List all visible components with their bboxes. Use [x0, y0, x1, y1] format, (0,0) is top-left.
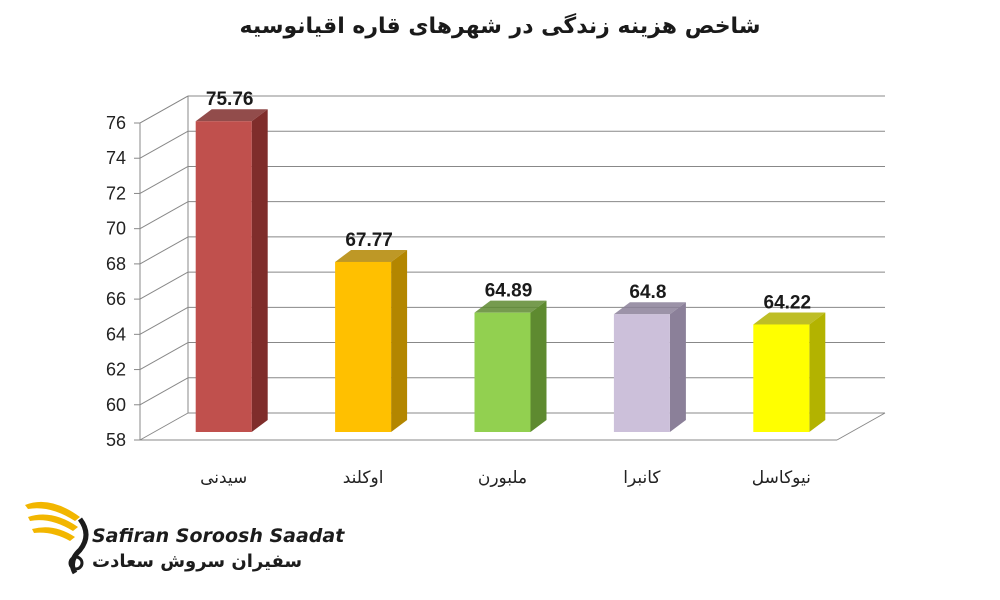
bar-top: [195, 109, 268, 122]
y-tick-label: 76: [106, 113, 126, 133]
gridline-side: [139, 306, 189, 335]
bar-top: [335, 249, 408, 262]
bar-side: [669, 302, 686, 432]
gridline-side: [139, 95, 189, 124]
floor-right-edge: [836, 412, 886, 441]
gridline-side: [139, 271, 189, 300]
bar-top: [613, 302, 686, 315]
phoenix-logo-icon: [25, 501, 89, 575]
gridline-side: [139, 342, 189, 370]
y-tick-label: 60: [106, 395, 126, 415]
bar-side: [391, 249, 408, 432]
bar-top: [474, 300, 547, 313]
value-labels: 75.76 67.77 64.89 64.8 64.22: [206, 89, 811, 313]
logo-text-en: Safiran Soroosh Saadat: [92, 525, 345, 547]
bar: [474, 300, 547, 432]
bar-front: [753, 324, 810, 432]
category-labels: سیدنی اوکلند ملبورن کانبرا نیوکاسل: [200, 468, 811, 488]
bar: [195, 109, 268, 432]
category-label: سیدنی: [200, 468, 247, 488]
y-tick-label: 70: [106, 219, 126, 239]
logo-text-fa: سفیران سروش سعادت: [92, 551, 303, 572]
gridline-side: [139, 201, 189, 230]
company-logo: Safiran Soroosh Saadat سفیران سروش سعادت: [20, 495, 344, 585]
y-tick-label: 72: [106, 183, 126, 203]
bar: [753, 312, 826, 432]
y-axis-ticks: 58 60 62 64 66 68 70 72 74 76: [106, 113, 126, 450]
gridline-side: [139, 236, 189, 265]
data-label: 64.89: [485, 281, 533, 302]
bar-side: [530, 300, 547, 432]
chart-bars: [195, 109, 826, 432]
bar: [613, 302, 686, 432]
bar-front: [613, 314, 670, 432]
bar: [335, 249, 408, 432]
data-label: 64.22: [764, 292, 812, 313]
y-tick-label: 66: [106, 289, 126, 309]
category-label: کانبرا: [623, 468, 661, 488]
y-tick-label: 64: [106, 324, 126, 344]
gridline-side: [139, 377, 189, 406]
y-tick-label: 74: [106, 148, 126, 168]
category-label: ملبورن: [478, 468, 527, 488]
bar-front: [195, 121, 252, 432]
data-label: 64.8: [629, 282, 666, 303]
data-label: 67.77: [345, 230, 393, 251]
gridline-side: [139, 166, 189, 194]
gridline-side: [139, 130, 189, 159]
y-tick-label: 68: [106, 254, 126, 274]
chart-title: شاخص هزینه زندگی در شهرهای قاره اقیانوسی…: [239, 14, 761, 39]
data-label: 75.76: [206, 89, 254, 110]
bar-side: [251, 109, 268, 432]
bar-side: [809, 312, 826, 432]
bar-front: [335, 261, 392, 432]
y-tick-label: 58: [106, 430, 126, 450]
category-label: نیوکاسل: [752, 468, 811, 488]
bar-top: [753, 312, 826, 325]
category-label: اوکلند: [343, 468, 384, 488]
y-tick-label: 62: [106, 360, 126, 380]
bar-front: [474, 312, 531, 432]
floor-left-edge: [139, 412, 189, 441]
